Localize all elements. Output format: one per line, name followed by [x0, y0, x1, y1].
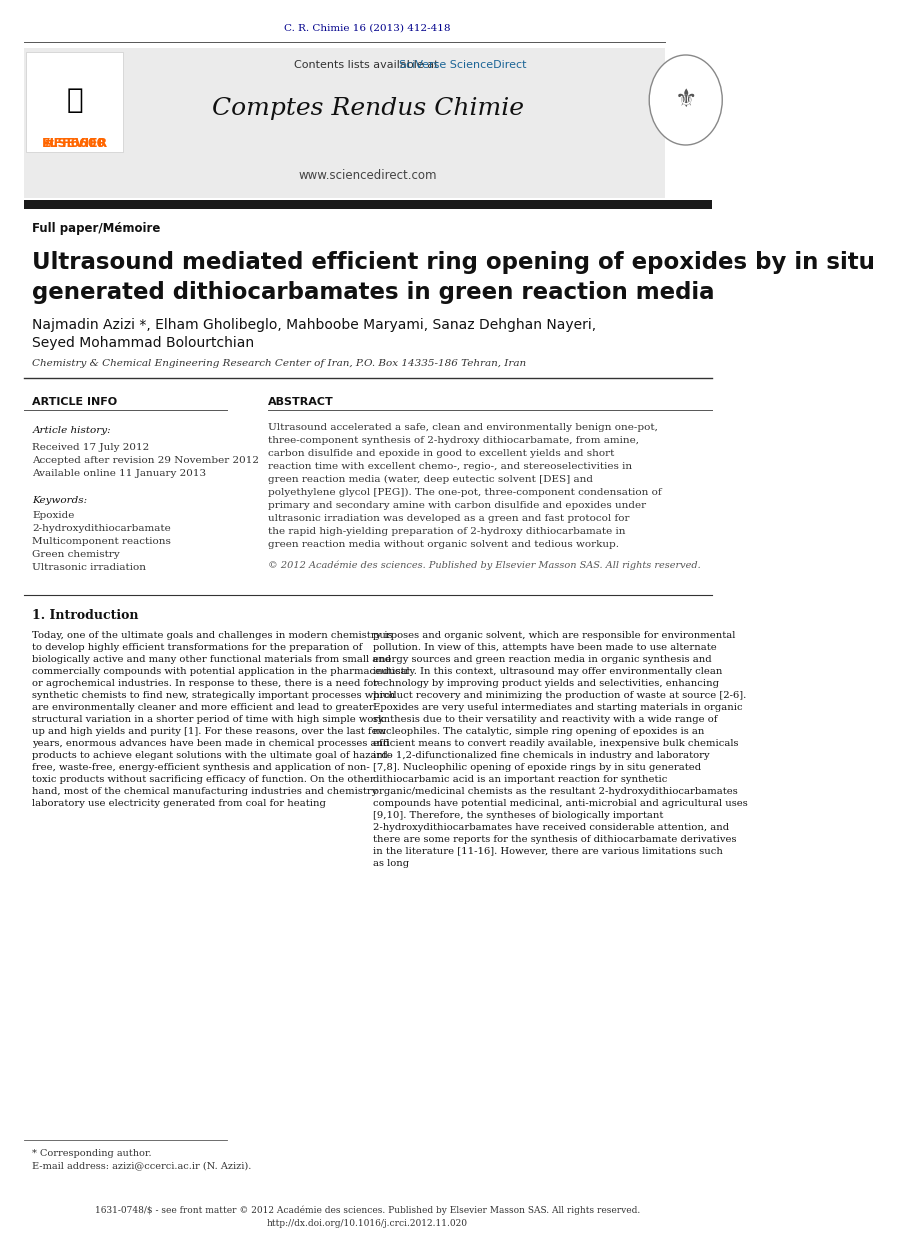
Text: in the literature [11-16]. However, there are various limitations such: in the literature [11-16]. However, ther…: [374, 847, 723, 855]
Text: to develop highly efficient transformations for the preparation of: to develop highly efficient transformati…: [33, 643, 363, 651]
Text: Multicomponent reactions: Multicomponent reactions: [33, 536, 171, 546]
Text: 2-hydroxydithiocarbamates have received considerable attention, and: 2-hydroxydithiocarbamates have received …: [374, 822, 729, 832]
Text: C. R. Chimie 16 (2013) 412-418: C. R. Chimie 16 (2013) 412-418: [285, 24, 451, 32]
Text: Article history:: Article history:: [33, 426, 111, 435]
Text: Ultrasound accelerated a safe, clean and environmentally benign one-pot,: Ultrasound accelerated a safe, clean and…: [268, 422, 658, 432]
Text: industry. In this context, ultrasound may offer environmentally clean: industry. In this context, ultrasound ma…: [374, 666, 723, 676]
Text: SciVerse ScienceDirect: SciVerse ScienceDirect: [399, 59, 526, 71]
Text: three-component synthesis of 2-hydroxy dithiocarbamate, from amine,: three-component synthesis of 2-hydroxy d…: [268, 436, 639, 444]
Text: * Corresponding author.: * Corresponding author.: [33, 1150, 152, 1159]
Text: biologically active and many other functional materials from small and: biologically active and many other funct…: [33, 655, 392, 664]
FancyBboxPatch shape: [24, 48, 666, 198]
Text: pollution. In view of this, attempts have been made to use alternate: pollution. In view of this, attempts hav…: [374, 643, 717, 651]
Text: Available online 11 January 2013: Available online 11 January 2013: [33, 468, 207, 478]
Text: polyethylene glycol [PEG]). The one-pot, three-component condensation of: polyethylene glycol [PEG]). The one-pot,…: [268, 488, 661, 496]
Text: synthesis due to their versatility and reactivity with a wide range of: synthesis due to their versatility and r…: [374, 714, 717, 723]
Text: ELSEVIER: ELSEVIER: [42, 136, 108, 150]
Text: as long: as long: [374, 858, 409, 868]
Text: Epoxide: Epoxide: [33, 510, 75, 520]
Text: [9,10]. Therefore, the syntheses of biologically important: [9,10]. Therefore, the syntheses of biol…: [374, 811, 664, 820]
Text: organic/medicinal chemists as the resultant 2-hydroxydithiocarbamates: organic/medicinal chemists as the result…: [374, 786, 738, 796]
Text: free, waste-free, energy-efficient synthesis and application of non-: free, waste-free, energy-efficient synth…: [33, 763, 370, 771]
Text: purposes and organic solvent, which are responsible for environmental: purposes and organic solvent, which are …: [374, 630, 736, 640]
Text: Contents lists available at: Contents lists available at: [294, 59, 442, 71]
Text: energy sources and green reaction media in organic synthesis and: energy sources and green reaction media …: [374, 655, 712, 664]
Text: © 2012 Académie des sciences. Published by Elsevier Masson SAS. All rights reser: © 2012 Académie des sciences. Published …: [268, 561, 700, 569]
Text: synthetic chemists to find new, strategically important processes which: synthetic chemists to find new, strategi…: [33, 691, 395, 699]
Text: hand, most of the chemical manufacturing industries and chemistry: hand, most of the chemical manufacturing…: [33, 786, 378, 796]
Text: Najmadin Azizi *, Elham Gholibeglo, Mahboobe Maryami, Sanaz Dehghan Nayeri,: Najmadin Azizi *, Elham Gholibeglo, Mahb…: [33, 318, 597, 332]
Text: Today, one of the ultimate goals and challenges in modern chemistry is: Today, one of the ultimate goals and cha…: [33, 630, 393, 640]
Text: Received 17 July 2012: Received 17 July 2012: [33, 442, 150, 452]
Text: 🌳: 🌳: [66, 85, 83, 114]
Text: generated dithiocarbamates in green reaction media: generated dithiocarbamates in green reac…: [33, 281, 715, 303]
Text: www.sciencedirect.com: www.sciencedirect.com: [298, 168, 437, 182]
Text: Comptes Rendus Chimie: Comptes Rendus Chimie: [211, 97, 523, 120]
Text: products to achieve elegant solutions with the ultimate goal of hazard-: products to achieve elegant solutions wi…: [33, 750, 392, 759]
Text: Ultrasonic irradiation: Ultrasonic irradiation: [33, 562, 146, 572]
FancyBboxPatch shape: [26, 52, 123, 152]
Text: 1. Introduction: 1. Introduction: [33, 609, 139, 621]
Text: 2-hydroxydithiocarbamate: 2-hydroxydithiocarbamate: [33, 524, 171, 532]
Text: compounds have potential medicinal, anti-microbial and agricultural uses: compounds have potential medicinal, anti…: [374, 799, 748, 807]
Text: Seyed Mohammad Bolourtchian: Seyed Mohammad Bolourtchian: [33, 335, 255, 350]
Text: ultrasonic irradiation was developed as a green and fast protocol for: ultrasonic irradiation was developed as …: [268, 514, 629, 522]
Text: green reaction media without organic solvent and tedious workup.: green reaction media without organic sol…: [268, 540, 619, 548]
Text: product recovery and minimizing the production of waste at source [2-6].: product recovery and minimizing the prod…: [374, 691, 746, 699]
Text: structural variation in a shorter period of time with high simple work: structural variation in a shorter period…: [33, 714, 385, 723]
Text: into 1,2-difunctionalized fine chemicals in industry and laboratory: into 1,2-difunctionalized fine chemicals…: [374, 750, 710, 759]
Text: there are some reports for the synthesis of dithiocarbamate derivatives: there are some reports for the synthesis…: [374, 834, 736, 843]
Text: primary and secondary amine with carbon disulfide and epoxides under: primary and secondary amine with carbon …: [268, 500, 646, 510]
Text: #FF6600: #FF6600: [44, 136, 106, 150]
Text: carbon disulfide and epoxide in good to excellent yields and short: carbon disulfide and epoxide in good to …: [268, 448, 614, 458]
Text: [7,8]. Nucleophilic opening of epoxide rings by in situ generated: [7,8]. Nucleophilic opening of epoxide r…: [374, 763, 701, 771]
Circle shape: [649, 54, 722, 145]
Text: http://dx.doi.org/10.1016/j.crci.2012.11.020: http://dx.doi.org/10.1016/j.crci.2012.11…: [268, 1219, 468, 1228]
Text: years, enormous advances have been made in chemical processes and: years, enormous advances have been made …: [33, 739, 390, 748]
Text: Green chemistry: Green chemistry: [33, 550, 121, 558]
Text: Ultrasound mediated efficient ring opening of epoxides by in situ: Ultrasound mediated efficient ring openi…: [33, 250, 875, 274]
FancyBboxPatch shape: [24, 201, 712, 209]
Text: Chemistry & Chemical Engineering Research Center of Iran, P.O. Box 14335-186 Teh: Chemistry & Chemical Engineering Researc…: [33, 359, 527, 368]
Text: are environmentally cleaner and more efficient and lead to greater: are environmentally cleaner and more eff…: [33, 702, 374, 712]
Text: Full paper/Mémoire: Full paper/Mémoire: [33, 222, 161, 234]
Text: laboratory use electricity generated from coal for heating: laboratory use electricity generated fro…: [33, 799, 327, 807]
Text: Epoxides are very useful intermediates and starting materials in organic: Epoxides are very useful intermediates a…: [374, 702, 743, 712]
Text: nucleophiles. The catalytic, simple ring opening of epoxides is an: nucleophiles. The catalytic, simple ring…: [374, 727, 705, 735]
Text: reaction time with excellent chemo-, regio-, and stereoselectivities in: reaction time with excellent chemo-, reg…: [268, 462, 632, 470]
Text: ⚜: ⚜: [675, 88, 697, 111]
Text: Accepted after revision 29 November 2012: Accepted after revision 29 November 2012: [33, 456, 259, 464]
Text: efficient means to convert readily available, inexpensive bulk chemicals: efficient means to convert readily avail…: [374, 739, 739, 748]
Text: toxic products without sacrificing efficacy of function. On the other: toxic products without sacrificing effic…: [33, 775, 375, 784]
Text: Keywords:: Keywords:: [33, 495, 88, 505]
Text: green reaction media (water, deep eutectic solvent [DES] and: green reaction media (water, deep eutect…: [268, 474, 593, 484]
Text: technology by improving product yields and selectivities, enhancing: technology by improving product yields a…: [374, 678, 719, 687]
Text: or agrochemical industries. In response to these, there is a need for: or agrochemical industries. In response …: [33, 678, 378, 687]
Text: ABSTRACT: ABSTRACT: [268, 397, 334, 407]
Text: up and high yields and purity [1]. For these reasons, over the last few: up and high yields and purity [1]. For t…: [33, 727, 386, 735]
Text: commercially compounds with potential application in the pharmaceutical: commercially compounds with potential ap…: [33, 666, 410, 676]
Text: ARTICLE INFO: ARTICLE INFO: [33, 397, 118, 407]
Text: E-mail address: azizi@ccerci.ac.ir (N. Azizi).: E-mail address: azizi@ccerci.ac.ir (N. A…: [33, 1161, 252, 1170]
Text: dithiocarbamic acid is an important reaction for synthetic: dithiocarbamic acid is an important reac…: [374, 775, 668, 784]
Text: 1631-0748/$ - see front matter © 2012 Académie des sciences. Published by Elsevi: 1631-0748/$ - see front matter © 2012 Ac…: [95, 1206, 640, 1214]
Text: the rapid high-yielding preparation of 2-hydroxy dithiocarbamate in: the rapid high-yielding preparation of 2…: [268, 526, 625, 536]
